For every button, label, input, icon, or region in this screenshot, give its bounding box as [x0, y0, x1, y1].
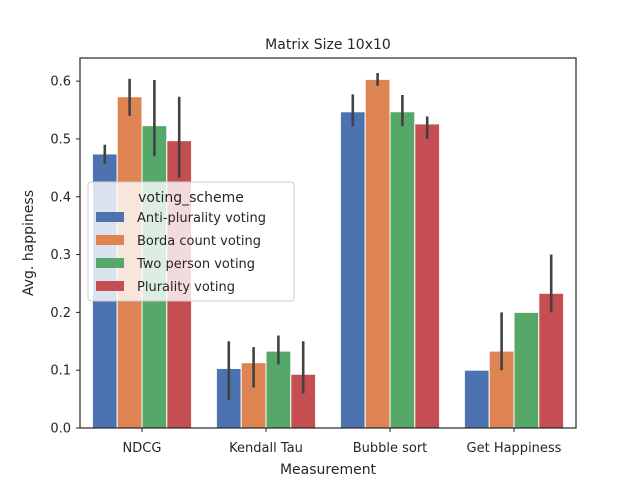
legend-swatch: [96, 281, 124, 291]
x-tick-label: NDCG: [123, 441, 162, 456]
bar: [538, 292, 565, 429]
y-tick-label: 0.0: [50, 422, 71, 437]
y-tick-label: 0.1: [50, 364, 71, 379]
x-axis-label: Measurement: [280, 462, 377, 478]
x-tick-label: Kendall Tau: [229, 441, 303, 456]
legend-swatch: [96, 235, 124, 245]
bar: [389, 111, 416, 429]
y-tick-label: 0.2: [50, 306, 71, 321]
legend-label: Anti-plurality voting: [137, 211, 266, 226]
legend-label: Borda count voting: [137, 234, 261, 249]
y-axis-label: Avg. happiness: [21, 190, 37, 296]
x-tick-label: Get Happiness: [467, 441, 562, 456]
plot-frame: [79, 57, 577, 429]
y-tick-label: 0.4: [50, 190, 71, 205]
legend-swatch: [96, 258, 124, 268]
legend-swatch: [96, 212, 124, 222]
y-tick-label: 0.6: [50, 75, 71, 90]
legend-title: voting_scheme: [138, 190, 244, 206]
legend: voting_scheme Anti-plurality voting Borda…: [87, 181, 295, 302]
x-axis-ticks: NDCG Kendall Tau Bubble sort Get Happiness: [123, 428, 562, 456]
chart-title: Matrix Size 10x10: [265, 37, 391, 53]
x-tick-label: Bubble sort: [353, 441, 428, 456]
error-bars-layer: [103, 73, 553, 401]
bar: [463, 369, 490, 429]
bar: [414, 123, 441, 429]
bar: [364, 78, 391, 429]
bar: [513, 311, 540, 429]
legend-box: [87, 181, 295, 302]
y-tick-label: 0.3: [50, 248, 71, 263]
legend-label: Plurality voting: [137, 280, 235, 295]
legend-label: Two person voting: [136, 257, 255, 272]
y-tick-label: 0.5: [50, 132, 71, 147]
y-axis-ticks: 0.0 0.1 0.2 0.3 0.4 0.5 0.6: [50, 75, 80, 437]
bar: [339, 111, 366, 429]
